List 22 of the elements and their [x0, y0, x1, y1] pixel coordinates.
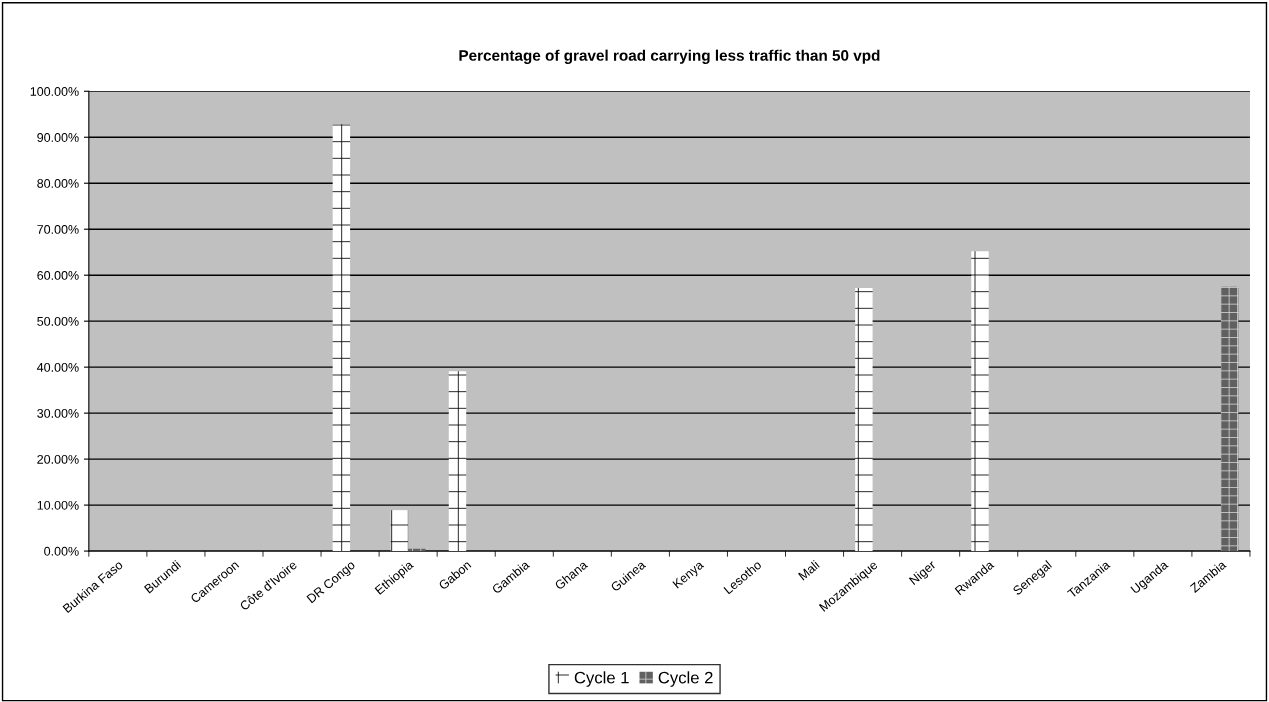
- y-tick-label: 40.00%: [37, 362, 79, 372]
- y-tick-label: 70.00%: [37, 225, 79, 234]
- bar: [448, 371, 467, 552]
- bar: [1220, 286, 1239, 552]
- y-tick-label: 10.00%: [37, 500, 79, 510]
- y-tick-label: 100.00%: [30, 87, 79, 96]
- bar: [332, 124, 351, 552]
- chart-title: Percentage of gravel road carrying less traffic than 50 vpd: [459, 49, 880, 64]
- y-tick-label: 80.00%: [37, 179, 79, 188]
- bar: [971, 251, 989, 552]
- y-tick-label: 50.00%: [37, 316, 79, 326]
- bar: [408, 548, 426, 552]
- legend-label: Cycle 1: [574, 671, 629, 687]
- x-tick-label: Mali: [797, 559, 820, 581]
- y-tick-label: 20.00%: [37, 454, 79, 464]
- bar: [390, 510, 409, 552]
- y-tick-label: 90.00%: [37, 133, 79, 142]
- legend-label: Cycle 2: [658, 671, 713, 687]
- y-tick-label: 30.00%: [37, 408, 79, 418]
- y-tick-label: 0.00%: [44, 546, 79, 556]
- y-tick-label: 60.00%: [37, 270, 79, 280]
- bar: [855, 288, 873, 552]
